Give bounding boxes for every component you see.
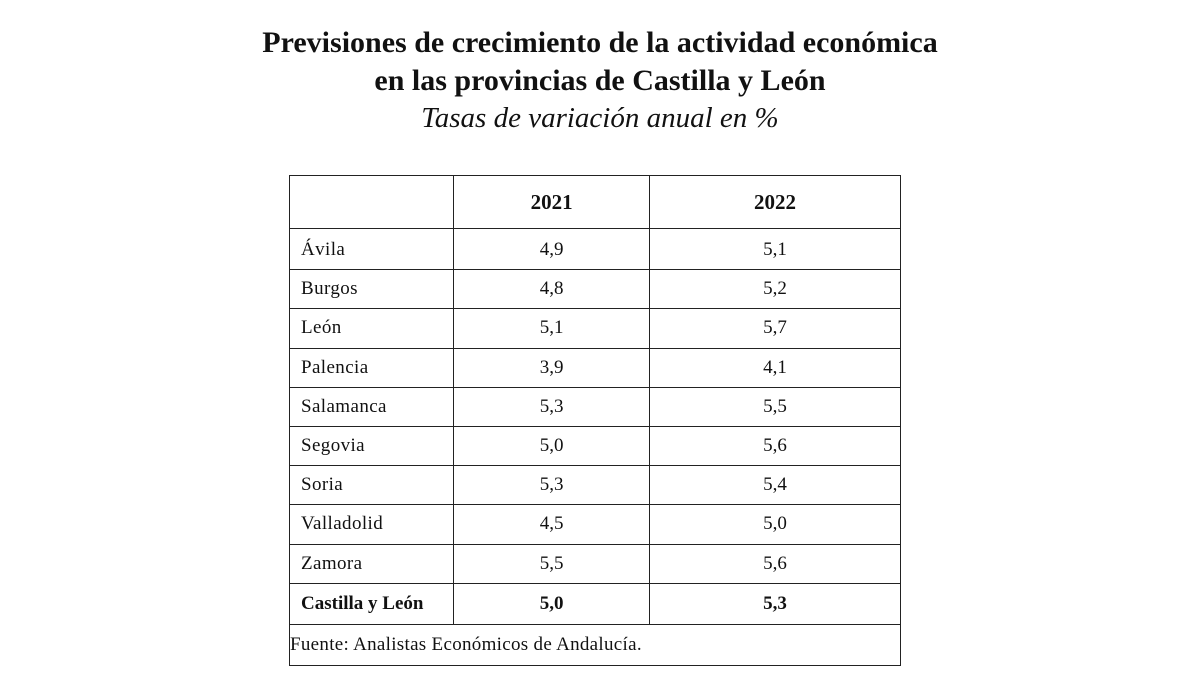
header-cell-2021: 2021 [453, 175, 650, 229]
source-note: Fuente: Analistas Económicos de Andalucí… [289, 623, 901, 666]
value-cell-2022: 5,6 [648, 543, 902, 584]
value-cell-2022: 5,1 [648, 227, 902, 271]
row-name-cell: Palencia [288, 347, 455, 388]
table-row: Palencia 3,9 4,1 [288, 347, 902, 388]
value-cell-2022: 4,1 [648, 347, 902, 388]
value-cell-2021: 4,5 [453, 504, 650, 545]
value-cell-2022: 5,0 [648, 504, 902, 545]
chart-title-line-2: en las provincias de Castilla y León [374, 64, 826, 97]
row-name-cell: Zamora [288, 543, 455, 584]
row-name-cell: Ávila [288, 227, 455, 271]
value-cell-2021: 4,8 [453, 269, 650, 310]
row-name-cell: Castilla y León [288, 582, 455, 625]
row-name-cell: Soria [288, 465, 455, 506]
value-cell-2021: 4,9 [453, 227, 650, 271]
table-header-row: 2021 2022 [288, 175, 902, 229]
value-cell-2022: 5,2 [648, 269, 902, 310]
row-name-cell: Salamanca [288, 386, 455, 427]
row-name-cell: León [288, 308, 455, 349]
table-row: Burgos 4,8 5,2 [288, 269, 902, 310]
table-row: Zamora 5,5 5,6 [288, 543, 902, 584]
row-name-cell: Valladolid [288, 504, 455, 545]
table-row: León 5,1 5,7 [288, 308, 902, 349]
value-cell-2021: 5,5 [453, 543, 650, 584]
value-cell-2021: 5,1 [453, 308, 650, 349]
value-cell-2021: 5,0 [453, 582, 650, 625]
header-cell-empty [288, 175, 455, 229]
growth-table: 2021 2022 Ávila 4,9 5,1 Burgos 4,8 5,2 León 5,1… [288, 175, 902, 666]
row-name-cell: Burgos [288, 269, 455, 310]
table-row: Salamanca 5,3 5,5 [288, 386, 902, 427]
chart-header: Previsiones de crecimiento de la activid… [0, 24, 1200, 136]
table-row: Valladolid 4,5 5,0 [288, 504, 902, 545]
value-cell-2022: 5,6 [648, 425, 902, 467]
value-cell-2021: 5,3 [453, 465, 650, 506]
chart-title-line-1: Previsiones de crecimiento de la activid… [262, 26, 938, 59]
table-row: Ávila 4,9 5,1 [288, 227, 902, 271]
header-cell-2022: 2022 [648, 175, 902, 229]
table-body: Ávila 4,9 5,1 Burgos 4,8 5,2 León 5,1 5,7 Palenci… [288, 227, 902, 666]
value-cell-2021: 5,3 [453, 386, 650, 427]
table-row: Segovia 5,0 5,6 [288, 425, 902, 467]
table-row: Soria 5,3 5,4 [288, 465, 902, 506]
row-name-cell: Segovia [288, 425, 455, 467]
value-cell-2022: 5,4 [648, 465, 902, 506]
chart-subtitle: Tasas de variación anual en % [421, 102, 779, 134]
value-cell-2022: 5,7 [648, 308, 902, 349]
value-cell-2021: 5,0 [453, 425, 650, 467]
table-row-source: Fuente: Analistas Económicos de Andalucí… [289, 623, 901, 666]
value-cell-2022: 5,3 [648, 582, 902, 625]
value-cell-2021: 3,9 [453, 347, 650, 388]
value-cell-2022: 5,5 [648, 386, 902, 427]
table-row-total: Castilla y León 5,0 5,3 [288, 582, 902, 625]
